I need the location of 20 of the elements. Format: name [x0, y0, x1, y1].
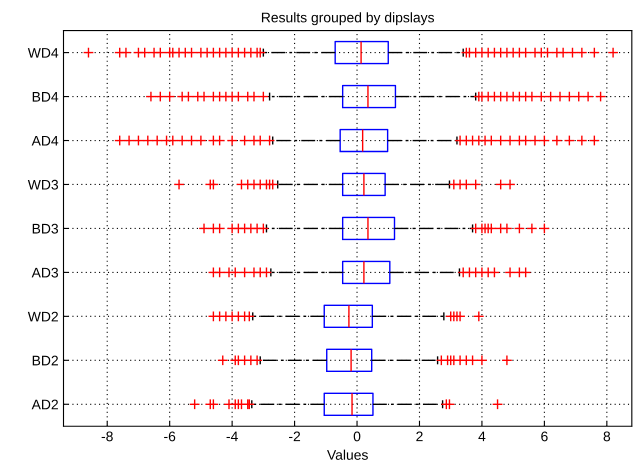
y-tick-label: WD2	[28, 312, 58, 322]
y-tick-label: WD3	[28, 180, 58, 190]
y-tick-label: AD2	[32, 400, 58, 410]
x-tick-label: 4	[478, 432, 486, 442]
x-tick-label: -4	[226, 432, 238, 442]
chart-title: Results grouped by dipslays	[262, 12, 434, 26]
y-tick-label: AD4	[32, 136, 58, 146]
x-tick-label: -2	[289, 431, 300, 442]
x-tick-label: 2	[416, 431, 423, 442]
y-tick-label: WD4	[28, 48, 58, 58]
x-tick-label: -8	[102, 431, 113, 442]
y-tick-label: BD2	[32, 356, 58, 366]
x-tick-label: -6	[164, 431, 176, 442]
x-tick-label: 8	[604, 431, 610, 442]
x-tick-label: 0	[354, 431, 360, 442]
x-tick-label: 6	[541, 431, 548, 442]
y-tick-label: BD3	[32, 224, 58, 234]
y-tick-label: BD4	[32, 92, 58, 102]
y-tick-label: AD3	[32, 268, 58, 278]
x-axis-title: Values	[327, 450, 368, 460]
